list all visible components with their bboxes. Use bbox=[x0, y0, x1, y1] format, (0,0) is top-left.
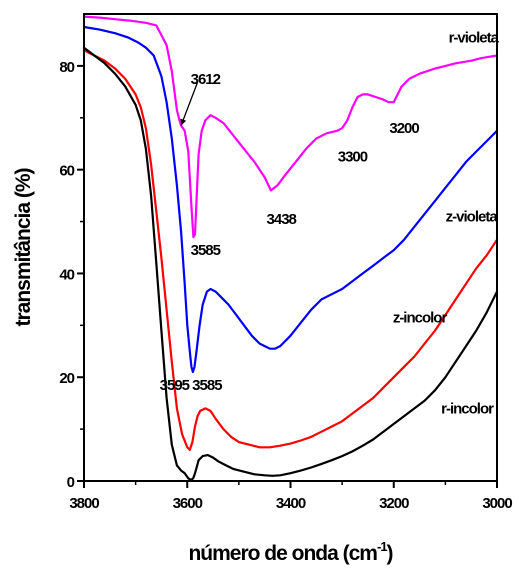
ticks-layer: 3800 3600 3400 3200 3000 0 20 40 60 80 bbox=[59, 59, 513, 512]
series-line-z-violeta bbox=[82, 25, 499, 374]
series-line-r-violeta bbox=[82, 15, 499, 239]
x-tick-label: 3000 bbox=[482, 495, 512, 512]
annotation-label: z-violeta bbox=[446, 208, 499, 225]
y-tick-label: 0 bbox=[67, 474, 75, 491]
annotation-label: 3585 bbox=[191, 242, 221, 259]
x-tick-label: 3600 bbox=[173, 495, 203, 512]
annotation-label: r-violeta bbox=[449, 29, 500, 46]
annotation-label: 3200 bbox=[389, 120, 419, 137]
series-line-r-incolor bbox=[82, 46, 499, 482]
annotation-layer: 3612 3585 3438 3300 3200 r-violeta z-violeta z-… bbox=[160, 29, 501, 417]
x-axis-title-superscript: -1 bbox=[377, 539, 387, 554]
plot-frame bbox=[83, 13, 498, 482]
y-tick-label: 20 bbox=[59, 370, 74, 387]
annotation-label: z-incolor bbox=[393, 310, 448, 327]
annotation-label: 3300 bbox=[338, 149, 368, 166]
x-axis-title-close: ) bbox=[387, 542, 393, 565]
annotation-label: 3438 bbox=[267, 211, 297, 228]
series-line-z-incolor bbox=[82, 49, 499, 451]
y-tick-label: 60 bbox=[59, 163, 74, 180]
x-tick-label: 3200 bbox=[379, 495, 409, 512]
annotation-label: r-incolor bbox=[441, 400, 494, 417]
annotation-label: 3595 bbox=[160, 377, 190, 394]
series-layer bbox=[82, 15, 499, 482]
x-tick-label: 3800 bbox=[69, 495, 99, 512]
annotation-arrow bbox=[180, 82, 198, 126]
y-axis-title: transmitância (%) bbox=[12, 168, 35, 326]
annotation-arrowhead bbox=[180, 118, 187, 126]
y-tick-label: 40 bbox=[59, 266, 74, 283]
annotation-label: 3612 bbox=[191, 71, 221, 88]
x-tick-label: 3400 bbox=[276, 495, 306, 512]
x-axis-title: número de onda (cm-1) bbox=[188, 539, 392, 565]
annotation-label: 3585 bbox=[192, 377, 222, 394]
y-tick-label: 80 bbox=[59, 59, 74, 76]
x-axis-title-text: número de onda (cm bbox=[188, 542, 377, 565]
